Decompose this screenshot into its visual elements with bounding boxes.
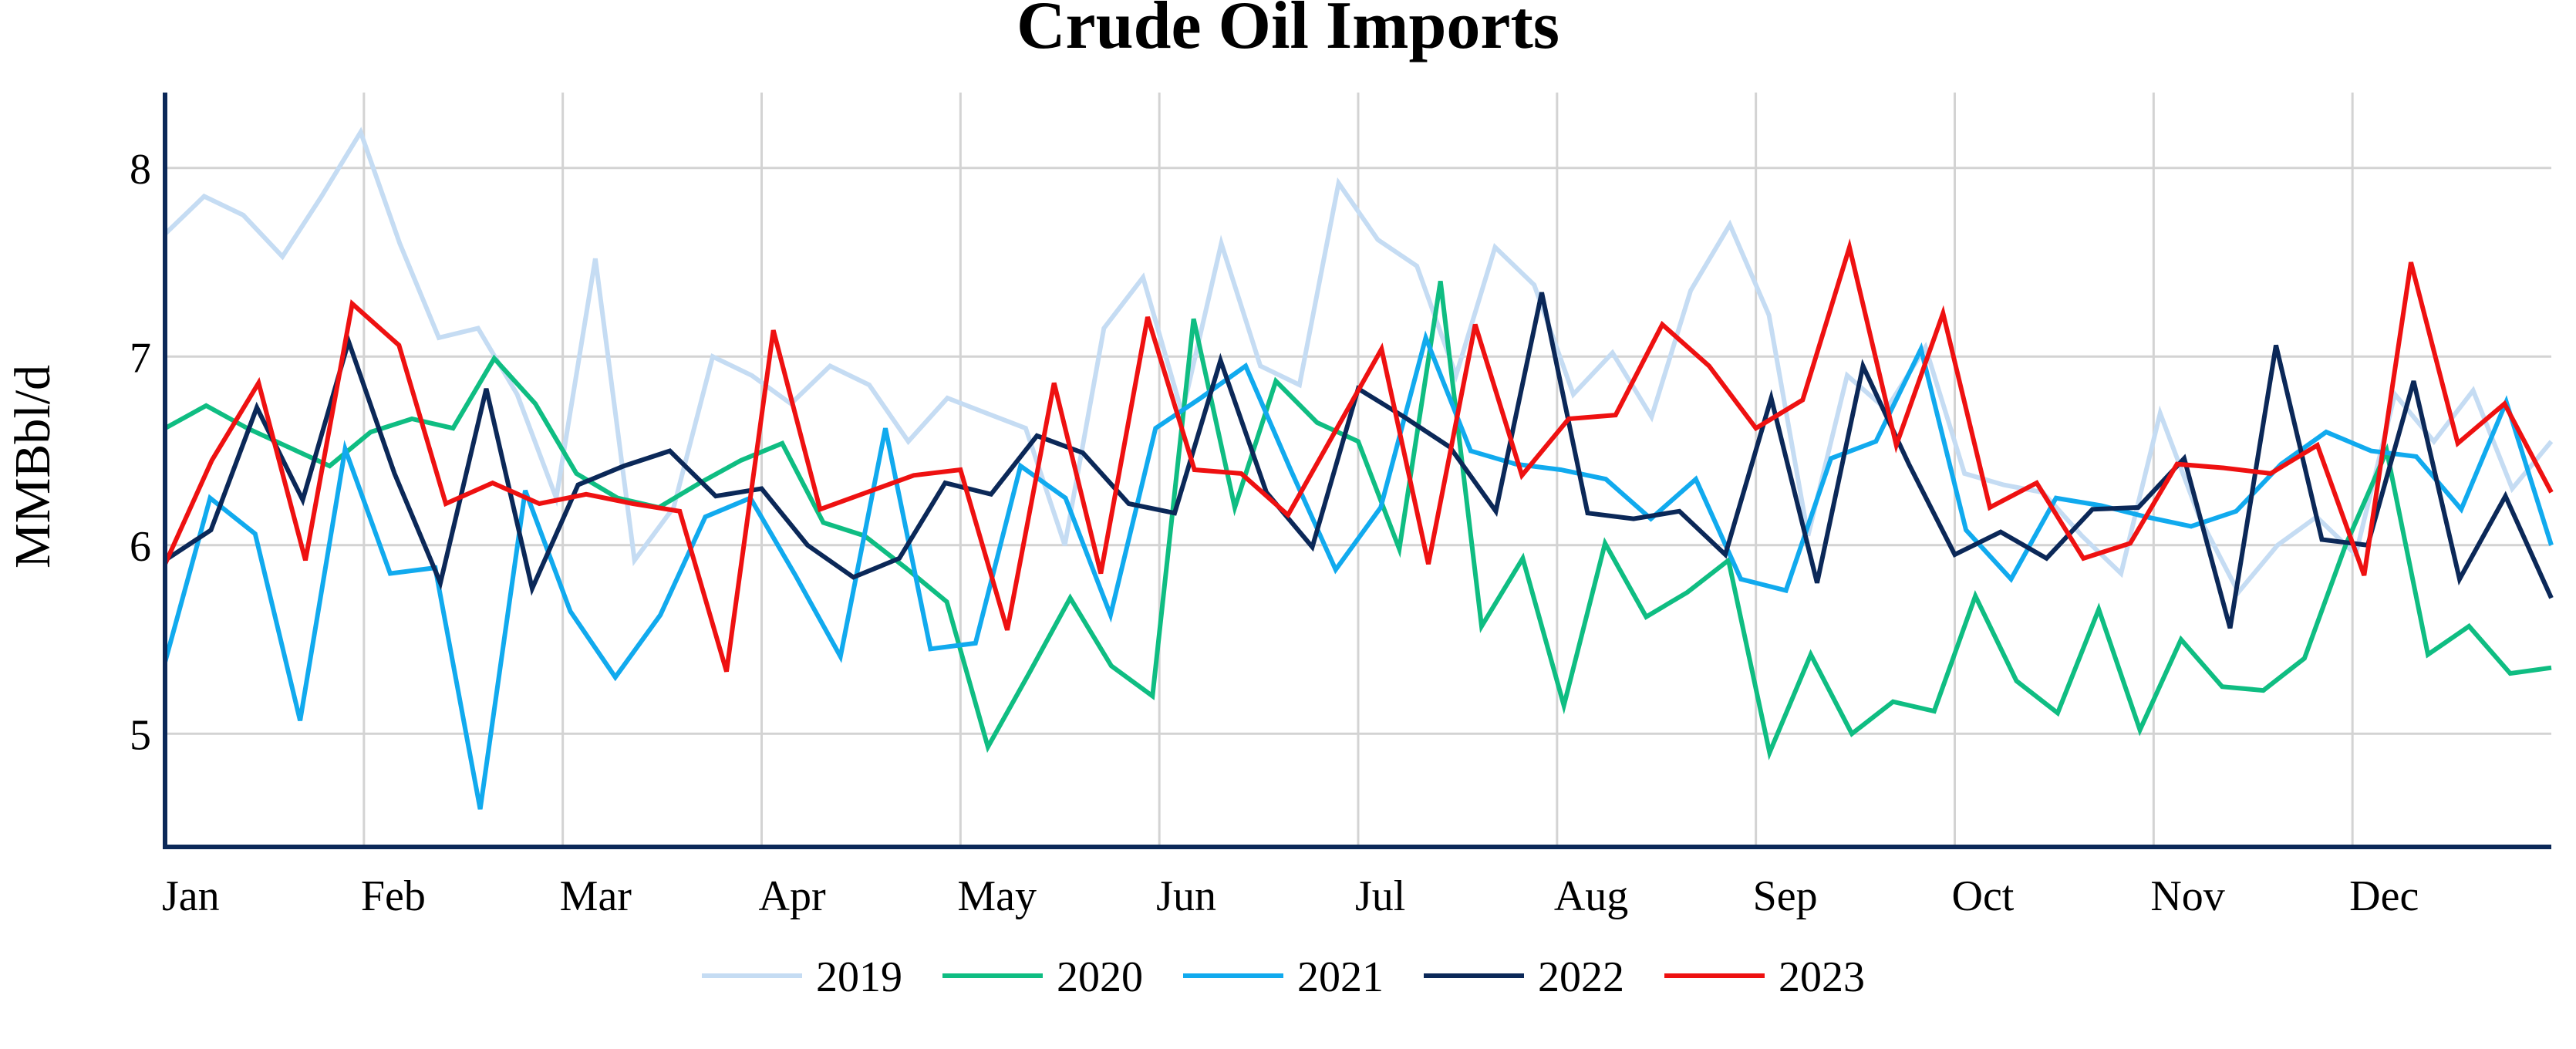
x-tick-dec: Dec	[2349, 872, 2419, 920]
y-tick-6: 6	[130, 523, 151, 571]
x-tick-feb: Feb	[361, 872, 426, 920]
legend-label-2022: 2022	[1538, 953, 1624, 1001]
series-line-2023	[163, 238, 2554, 673]
series-line-2021	[163, 330, 2554, 810]
axes	[163, 93, 2551, 849]
x-tick-jul: Jul	[1355, 872, 1405, 920]
x-tick-jan: Jan	[162, 872, 220, 920]
series-line-2019	[163, 126, 2554, 597]
x-tick-jun: Jun	[1156, 872, 1216, 920]
y-tick-8: 8	[130, 146, 151, 194]
legend-label-2023: 2023	[1779, 953, 1865, 1001]
grid	[165, 93, 2551, 847]
x-tick-labels: Jan Feb Mar Apr May Jun Jul Aug Sep Oct Nov Dec	[162, 872, 2419, 920]
legend-label-2021: 2021	[1297, 953, 1384, 1001]
y-tick-7: 7	[130, 334, 151, 382]
chart-title: Crude Oil Imports	[1017, 0, 1559, 63]
x-tick-apr: Apr	[759, 872, 826, 920]
x-tick-nov: Nov	[2150, 872, 2224, 920]
series-lines	[163, 126, 2554, 810]
legend: 2019 2020 2021 2022 2023	[702, 953, 1865, 1001]
x-tick-aug: Aug	[1554, 872, 1628, 920]
y-axis-label: MMBbl/d	[5, 365, 61, 568]
x-tick-oct: Oct	[1952, 872, 2015, 920]
legend-label-2019: 2019	[816, 953, 902, 1001]
series-line-2020	[164, 281, 2552, 761]
x-tick-sep: Sep	[1753, 872, 1818, 920]
x-tick-may: May	[957, 872, 1037, 920]
legend-label-2020: 2020	[1057, 953, 1143, 1001]
x-tick-mar: Mar	[560, 872, 632, 920]
y-tick-labels: 5 6 7 8	[130, 146, 151, 759]
y-tick-5: 5	[130, 711, 151, 759]
